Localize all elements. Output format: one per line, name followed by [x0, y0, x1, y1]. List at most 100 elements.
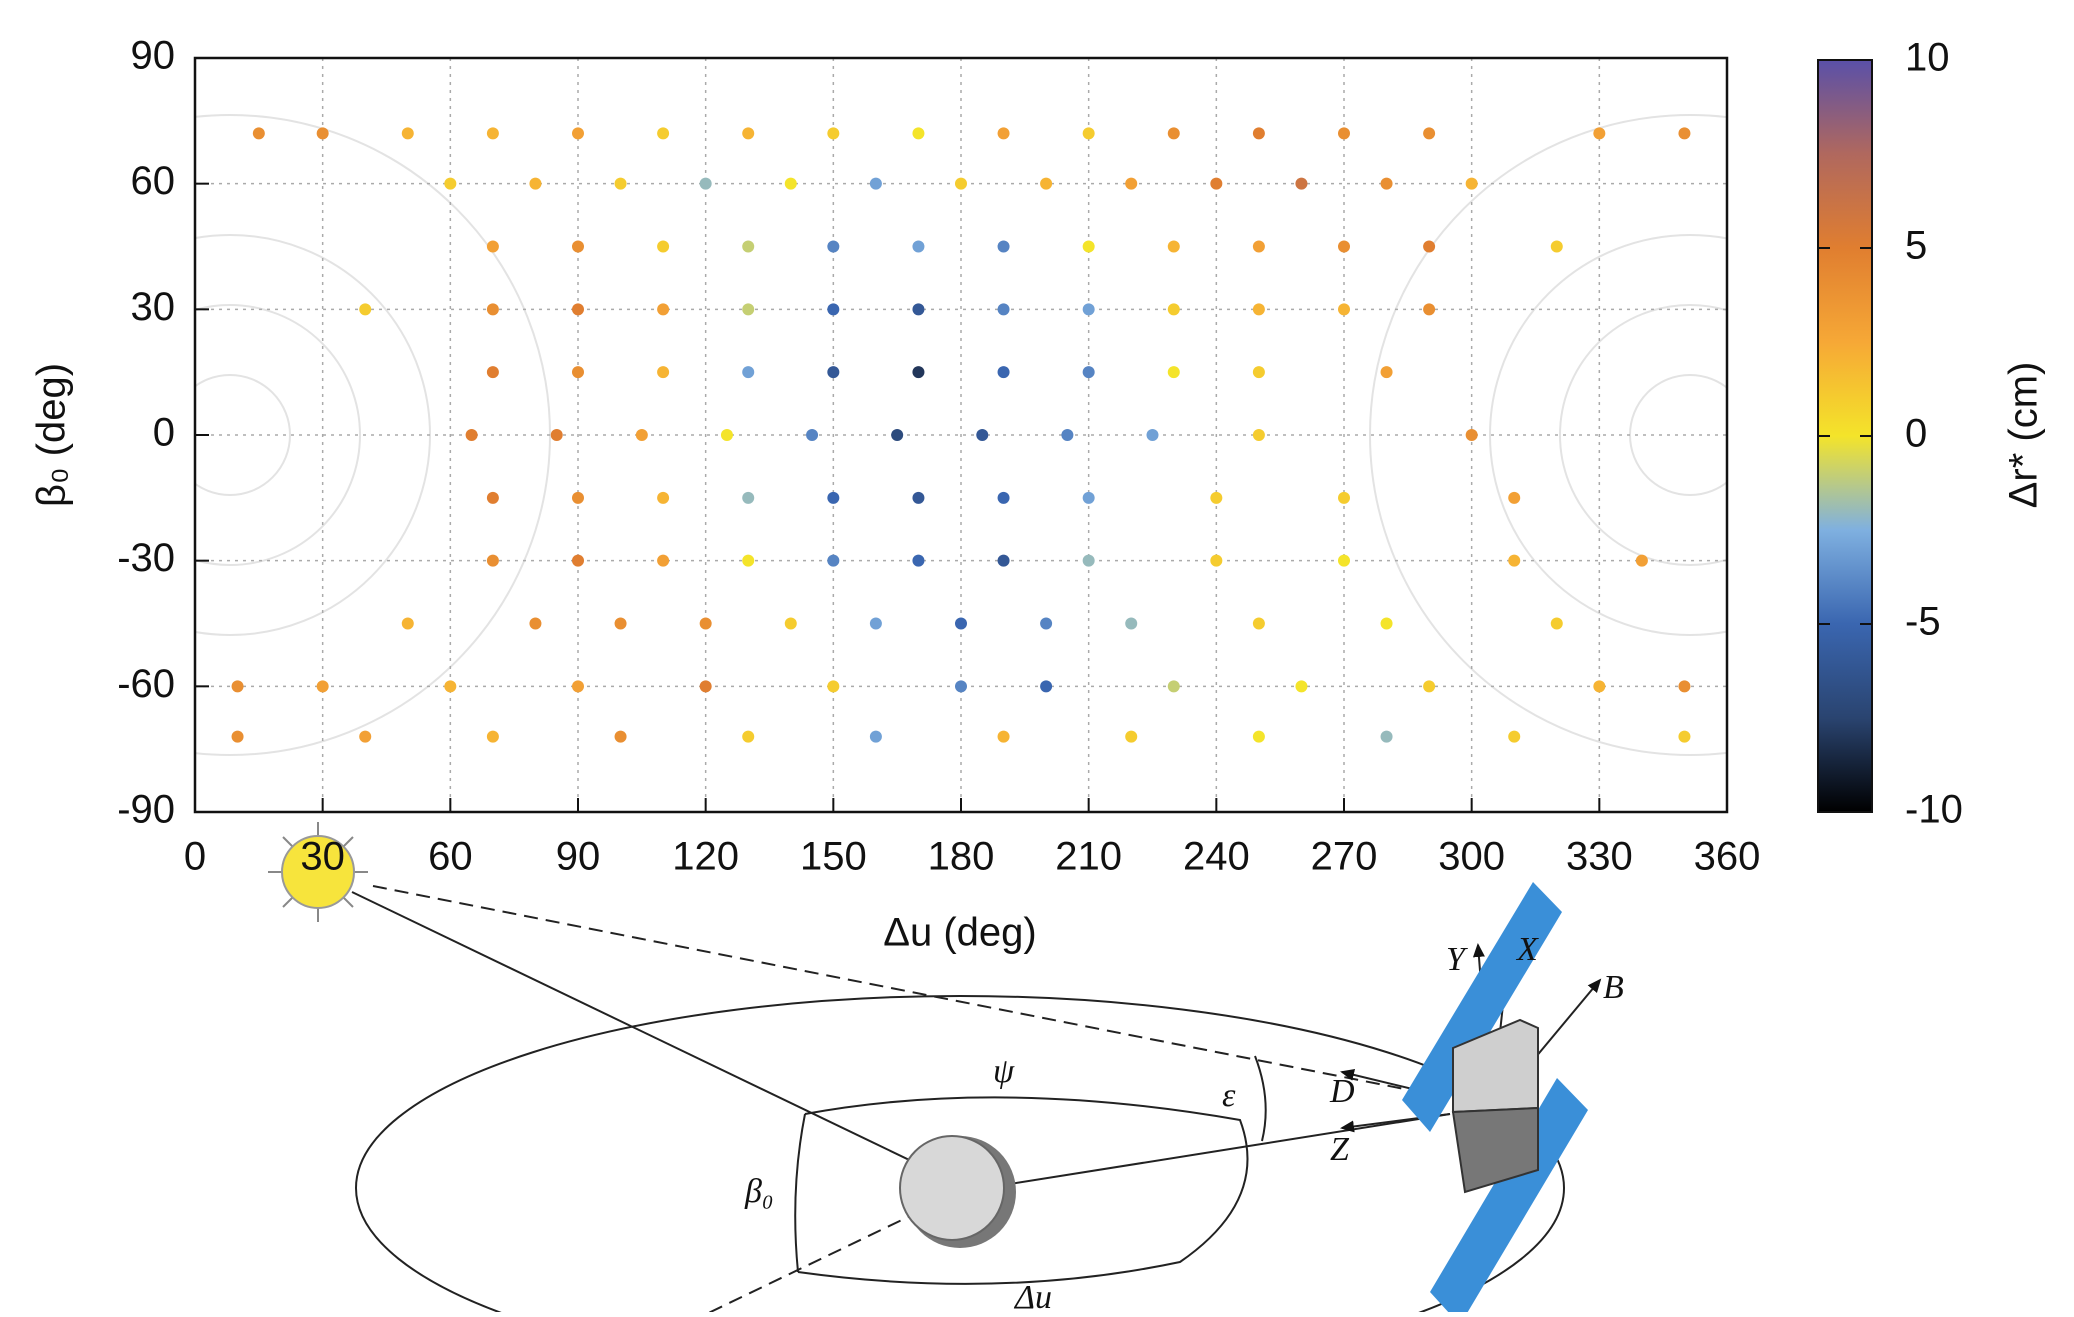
x-tick-label: 330 [1566, 835, 1633, 879]
scatter-point [1252, 127, 1265, 140]
scatter-point [1125, 730, 1138, 743]
diagram-label: D [1329, 1073, 1355, 1110]
scatter-point [1082, 491, 1095, 504]
scatter-point [1678, 127, 1691, 140]
scatter-point [1252, 240, 1265, 253]
y-tick-label: -90 [117, 788, 175, 832]
scatter-point [572, 127, 584, 140]
scatter-point [486, 554, 499, 567]
scatter-point [1082, 366, 1095, 379]
scatter-point [1593, 127, 1606, 140]
diagram-label: B [1603, 969, 1624, 1006]
scatter-point [955, 177, 967, 190]
scatter-point [1380, 366, 1393, 379]
scatter-point [1210, 491, 1223, 504]
scatter-point [742, 366, 755, 379]
scatter-point [657, 366, 670, 379]
scatter-point [955, 680, 967, 693]
scatter-point [1040, 617, 1053, 630]
scatter-point [1380, 730, 1393, 743]
scatter-point [614, 617, 627, 630]
scatter-point [742, 730, 755, 743]
scatter-point [1082, 303, 1095, 316]
scatter-point [1082, 240, 1095, 253]
colorbar-tick-label: -5 [1905, 600, 1941, 644]
diagram-label: Δu [1013, 1279, 1052, 1312]
scatter-point [891, 429, 904, 441]
scatter-point [572, 366, 584, 379]
scatter-point [529, 617, 542, 630]
x-tick-label: 60 [428, 835, 473, 879]
scatter-point [1295, 680, 1308, 693]
scatter-point [1252, 366, 1265, 379]
scatter-point [486, 303, 499, 316]
scatter-point [997, 240, 1010, 253]
scatter-point [1635, 554, 1648, 567]
y-tick-label: 30 [131, 285, 176, 329]
scatter-point [572, 240, 584, 253]
scatter-point [827, 303, 840, 316]
scatter-point [1338, 240, 1350, 253]
scatter-point [657, 240, 670, 253]
scatter-point [572, 554, 584, 567]
scatter-point [1508, 554, 1521, 567]
x-tick-label: 360 [1694, 835, 1761, 879]
scatter-point [359, 730, 372, 743]
x-axis-label: Δu (deg) [883, 911, 1036, 955]
scatter-point [806, 429, 819, 441]
scatter-point [1678, 730, 1691, 743]
x-tick-label: 240 [1183, 835, 1250, 879]
scatter-point [869, 730, 882, 743]
scatter-point [1167, 240, 1180, 253]
scatter-point [976, 429, 989, 441]
diagram-label: Y [1446, 941, 1468, 978]
scatter-point [1146, 429, 1159, 441]
scatter-point [1338, 303, 1350, 316]
scatter-point [401, 127, 414, 140]
diagram-label: X [1515, 931, 1539, 968]
scatter-point [657, 554, 670, 567]
scatter-point [1550, 240, 1563, 253]
scatter-point [572, 491, 584, 504]
sun [268, 822, 368, 922]
scatter-point [444, 177, 457, 190]
scatter-point [827, 554, 840, 567]
y-axis-label: β₀ (deg) [30, 363, 74, 507]
scatter-point [529, 177, 542, 190]
colorbar-label: Δr* (cm) [2002, 362, 2046, 509]
scatter-point [572, 303, 584, 316]
scatter-point [997, 366, 1010, 379]
scatter-point [1423, 240, 1436, 253]
scatter-point [742, 240, 755, 253]
scatter-point [1423, 680, 1436, 693]
x-tick-label: 0 [184, 835, 206, 879]
scatter-point [1465, 177, 1478, 190]
y-tick-label: -30 [117, 536, 175, 580]
diagram-label: ε [1222, 1077, 1236, 1114]
scatter-point [699, 617, 712, 630]
scatter-point [1252, 303, 1265, 316]
scatter-point [699, 680, 712, 693]
scatter-point [1380, 617, 1393, 630]
scatter-point [252, 127, 265, 140]
x-tick-label: 90 [556, 835, 601, 879]
scatter-point [1125, 177, 1138, 190]
y-tick-label: 60 [131, 159, 176, 203]
scatter-point [827, 491, 840, 504]
scatter-point [1167, 366, 1180, 379]
scatter-point [1252, 429, 1265, 441]
scatter-point [1338, 491, 1350, 504]
scatter-point [869, 177, 882, 190]
scatter-point [784, 617, 797, 630]
scatter-point [827, 680, 840, 693]
scatter-point [316, 680, 329, 693]
satellite [1402, 882, 1588, 1317]
scatter-point [1465, 429, 1478, 441]
y-tick-label: -60 [117, 662, 175, 706]
scatter-point [1167, 680, 1180, 693]
scatter-point [1423, 303, 1436, 316]
scatter-point [1040, 680, 1053, 693]
scatter-point [1040, 177, 1053, 190]
scatter-point [827, 366, 840, 379]
scatter-point [1508, 730, 1521, 743]
